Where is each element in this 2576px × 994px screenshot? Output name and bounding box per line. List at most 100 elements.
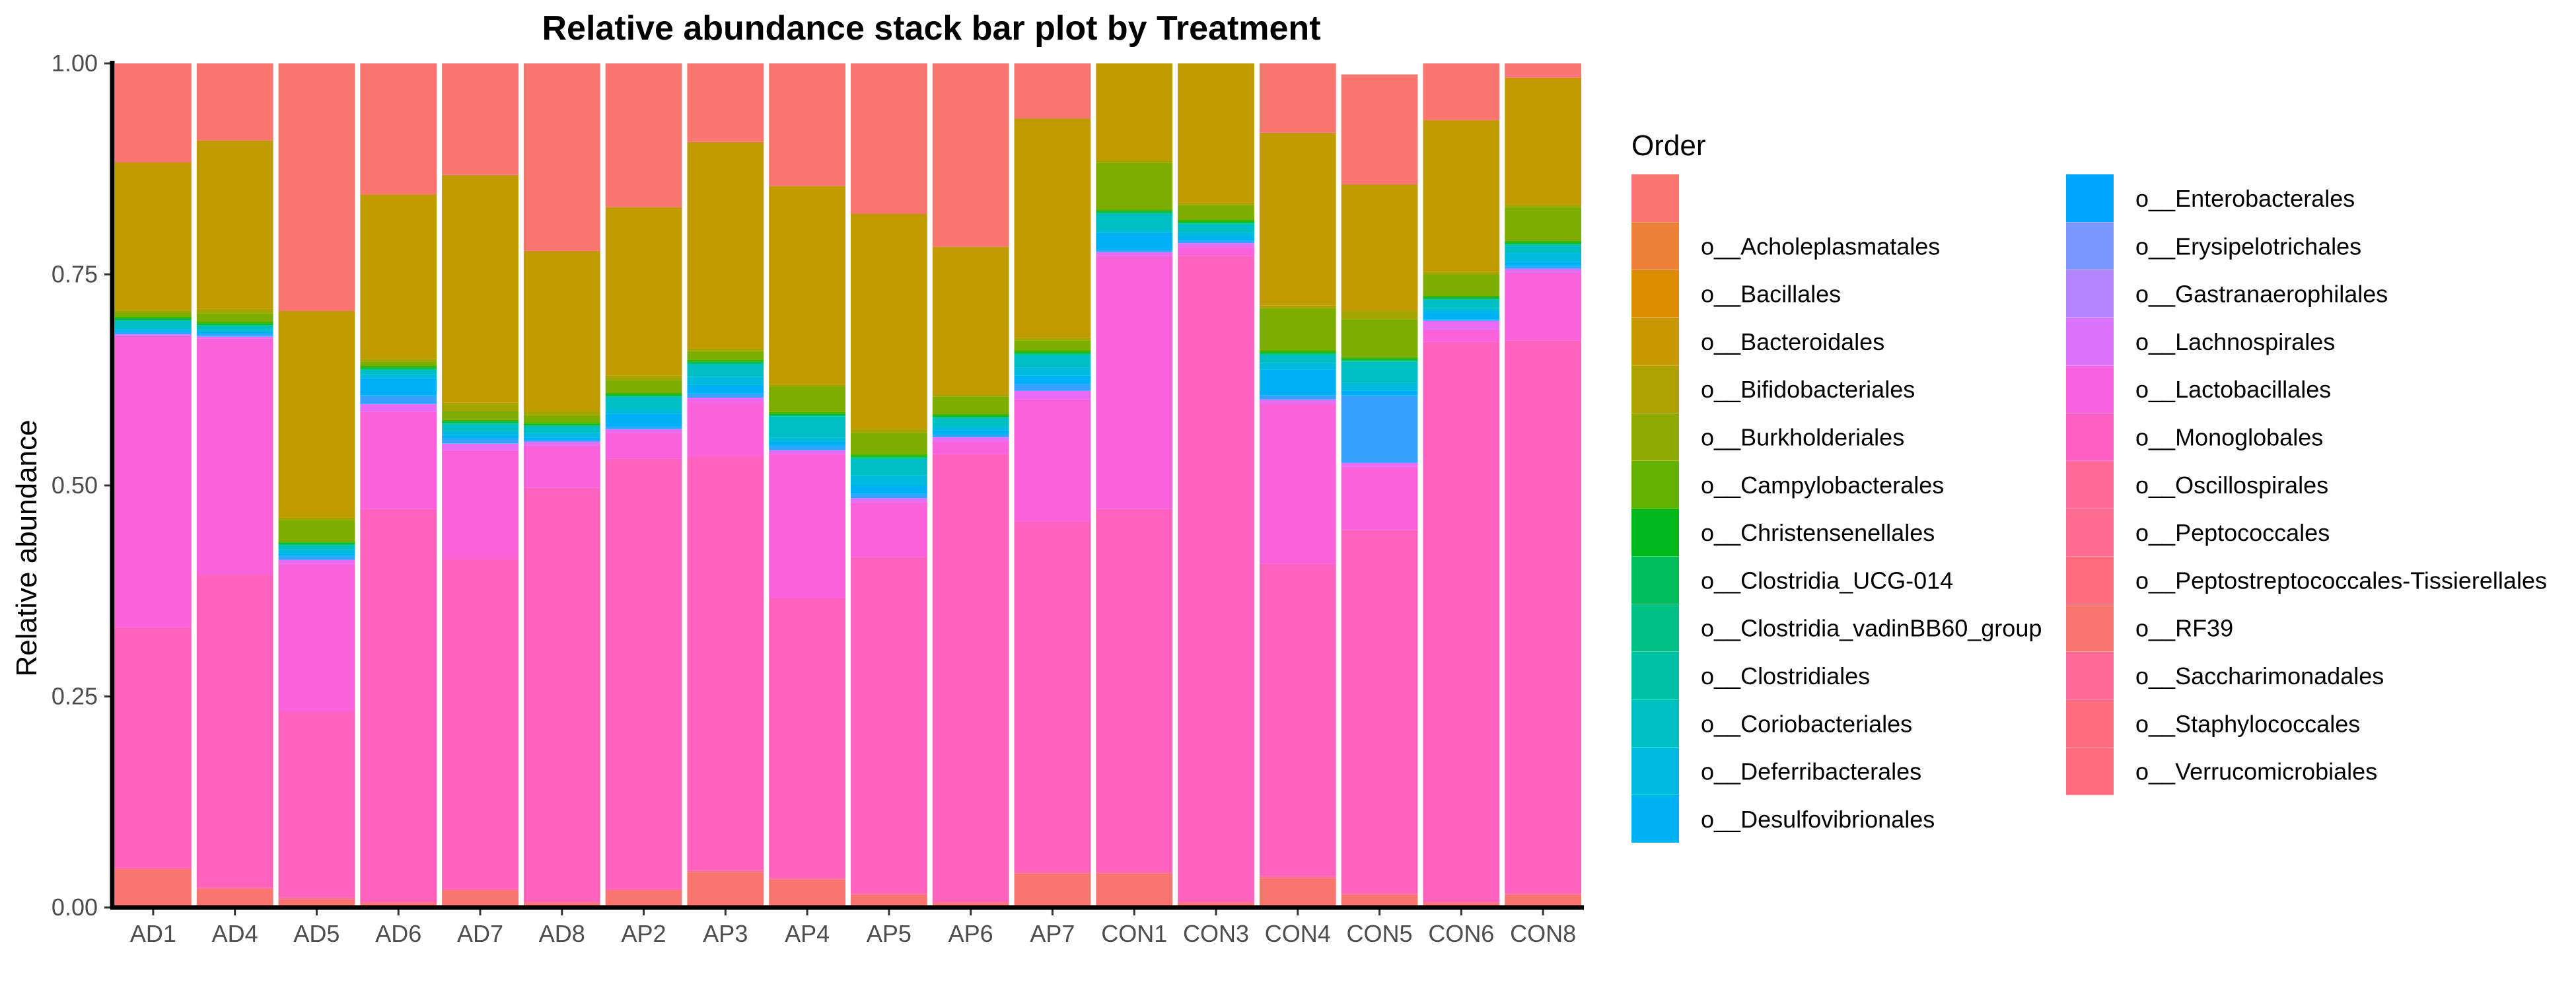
bar-segment: [605, 207, 682, 376]
bar-segment: [1423, 299, 1500, 300]
legend-label: o__Bifidobacteriales: [1701, 376, 1915, 403]
legend-key: [1631, 699, 1679, 748]
bar-segment: [1259, 369, 1336, 396]
bar-segment: [523, 63, 600, 251]
bar-segment: [1096, 209, 1173, 211]
bar-segment: [932, 426, 1009, 431]
bar-segment: [115, 312, 192, 317]
bar-segment: [1423, 295, 1500, 298]
bar-segment: [360, 194, 437, 359]
bar-segment: [1096, 509, 1173, 872]
bar-segment: [932, 454, 1009, 902]
bar-segment: [278, 545, 355, 550]
bar-segment: [1423, 902, 1500, 904]
bar-segment: [687, 456, 764, 870]
bar-segment: [687, 398, 764, 402]
bar-segment: [278, 542, 355, 545]
bar-segment: [932, 396, 1009, 414]
bar-segment: [442, 888, 519, 891]
bar-segment: [115, 320, 192, 321]
legend-key: [1631, 460, 1679, 509]
legend-label: o__Verrucomicrobiales: [2135, 758, 2377, 785]
legend-key: [2066, 269, 2114, 318]
bar-segment: [605, 396, 682, 397]
legend-key: [2066, 365, 2114, 413]
bar-segment: [1259, 878, 1336, 907]
bar-segment: [196, 313, 273, 322]
bar-segment: [278, 310, 355, 518]
bar-segment: [360, 369, 437, 374]
bar-segment: [360, 404, 437, 412]
bar-segment: [360, 361, 437, 366]
bar-segment: [605, 375, 682, 380]
bar-segment: [851, 213, 927, 429]
bar-segment: [442, 423, 519, 431]
bar-segment: [360, 63, 437, 195]
bar-segment: [851, 894, 927, 907]
bar-segment: [196, 63, 273, 141]
bar-segment: [687, 384, 764, 394]
bar-segment: [1178, 202, 1254, 205]
legend-key: [1631, 365, 1679, 413]
bar-segment: [278, 520, 355, 542]
bar-segment: [932, 63, 1009, 247]
bar-segment: [1341, 357, 1418, 359]
bar-segment: [523, 415, 600, 423]
legend-key: [1631, 795, 1679, 843]
bar-segment: [442, 890, 519, 907]
bar-segment: [605, 380, 682, 393]
x-tick-label: CON1: [1101, 920, 1167, 947]
legend-key: [1631, 652, 1679, 699]
bar-segment: [523, 902, 600, 904]
bar-segment: [1259, 399, 1336, 404]
bar-segment: [1178, 232, 1254, 236]
bar-segment: [360, 374, 437, 378]
bar-segment: [769, 411, 845, 414]
bar-segment: [278, 555, 355, 560]
legend-label: o__RF39: [2135, 615, 2233, 642]
bar-segment: [1096, 872, 1173, 874]
bar-segment: [932, 430, 1009, 435]
bar-segment: [196, 336, 273, 339]
legend-key: [2066, 174, 2114, 222]
bar-segment: [360, 367, 437, 369]
bar-segment: [1014, 521, 1091, 872]
bar-segment: [523, 433, 600, 438]
bar-segment: [115, 336, 192, 627]
bar-segment: [442, 450, 519, 560]
legend-key: [2066, 699, 2114, 748]
bar-segment: [1096, 250, 1173, 252]
bar-segment: [1505, 268, 1581, 273]
legend-label: o__Desulfovibrionales: [1701, 806, 1935, 833]
bar-segment: [769, 437, 845, 442]
legend-label: o__Bacillales: [1701, 281, 1841, 308]
legend-key: [2066, 509, 2114, 557]
bar-segment: [278, 553, 355, 556]
legend-label: o__Clostridia_UCG-014: [1701, 567, 1953, 594]
legend-key: [2066, 652, 2114, 699]
bar-segment: [196, 308, 273, 314]
bar-segment: [196, 887, 273, 889]
bar-segment: [1178, 219, 1254, 221]
x-tick-label: AP6: [948, 920, 993, 947]
bar-segment: [1014, 872, 1091, 874]
y-axis-title: Relative abundance: [11, 420, 43, 677]
bar-segment: [278, 63, 355, 311]
legend-label: o__Clostridia_vadinBB60_group: [1701, 615, 2042, 642]
bar-segment: [1423, 297, 1500, 299]
bar-segment: [769, 384, 845, 387]
x-tick-label: AD8: [539, 920, 585, 947]
bar-segment: [1014, 384, 1091, 391]
bar-segment: [523, 445, 600, 488]
bar-segment: [442, 439, 519, 444]
bar-segment: [687, 351, 764, 360]
bar-segment: [1178, 223, 1254, 224]
bar-segment: [360, 359, 437, 362]
bar-segment: [1505, 253, 1581, 262]
bar-segment: [1259, 876, 1336, 878]
bar-segment: [360, 365, 437, 368]
x-tick-label: CON6: [1428, 920, 1494, 947]
bar-segment: [523, 437, 600, 440]
x-tick-label: AD1: [130, 920, 176, 947]
legend-label: o__Erysipelotrichales: [2135, 232, 2361, 260]
